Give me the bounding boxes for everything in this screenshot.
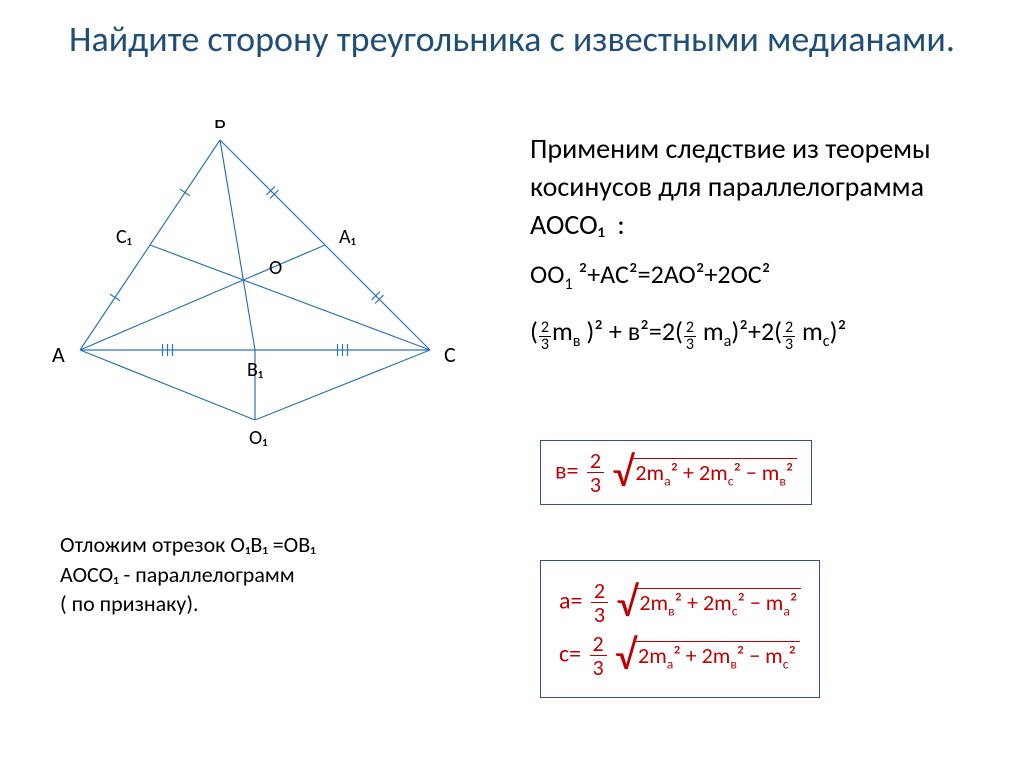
formula-box-b: в= 23 √ 2mа² + 2mс² − mв² (540, 440, 812, 505)
construction-note: Отложим отрезок O₁B₁ =OB₁ AOCO₁ - паралл… (60, 530, 480, 619)
eq2-p3: )²+2( (731, 315, 782, 347)
svg-text:O₁: O₁ (249, 426, 267, 450)
formula-c-lhs: c= (559, 640, 587, 669)
svg-text:B₁: B₁ (247, 358, 263, 382)
svg-text:C: C (444, 341, 456, 368)
eq1-body: ²+AC²=2AO²+2OC² (573, 258, 771, 290)
triangle-diagram: A B C A₁ B₁ C₁ O O₁ (40, 120, 510, 460)
note-line1: Отложим отрезок O₁B₁ =OB₁ (60, 530, 480, 560)
formula-a: a= 23 √ 2mв² + 2mс² − mа² (559, 579, 801, 626)
formula-box-ac: a= 23 √ 2mв² + 2mс² − mа² c= 23 √ 2mа² +… (540, 560, 820, 698)
eq1-prefix: OO (530, 258, 564, 290)
svg-text:C₁: C₁ (116, 225, 132, 249)
eq2-m1: m (552, 315, 573, 347)
formula-b-lhs: в= (555, 456, 584, 485)
eq2-p2: )² + в²=2( (581, 315, 683, 347)
eq2-p4: )² (830, 315, 847, 347)
svg-text:A₁: A₁ (339, 225, 356, 249)
eq2-p1: ( (530, 315, 538, 347)
equation-2: (23mв )² + в²=2(23 mа)²+2(23 mс)² (530, 314, 1000, 353)
eq2-m3: m (796, 315, 823, 347)
note-line2: AOCO₁ - параллелограмм (60, 560, 480, 590)
theory-text: Применим следствие из теоремы косинусов … (530, 130, 1000, 353)
slide-title: Найдите сторону треугольника с известным… (0, 18, 1024, 61)
svg-text:O: O (269, 256, 282, 280)
eq2-m2: m (697, 315, 724, 347)
intro-paragraph: Применим следствие из теоремы косинусов … (530, 130, 1000, 243)
svg-text:A: A (52, 341, 65, 368)
svg-text:B: B (214, 120, 226, 134)
equation-1: OO1 ²+AC²=2AO²+2OC² (530, 257, 1000, 292)
formula-c: c= 23 √ 2mа² + 2mв² − mс² (559, 632, 801, 679)
formula-a-lhs: a= (559, 586, 588, 615)
note-line3: ( по признаку). (60, 589, 480, 619)
